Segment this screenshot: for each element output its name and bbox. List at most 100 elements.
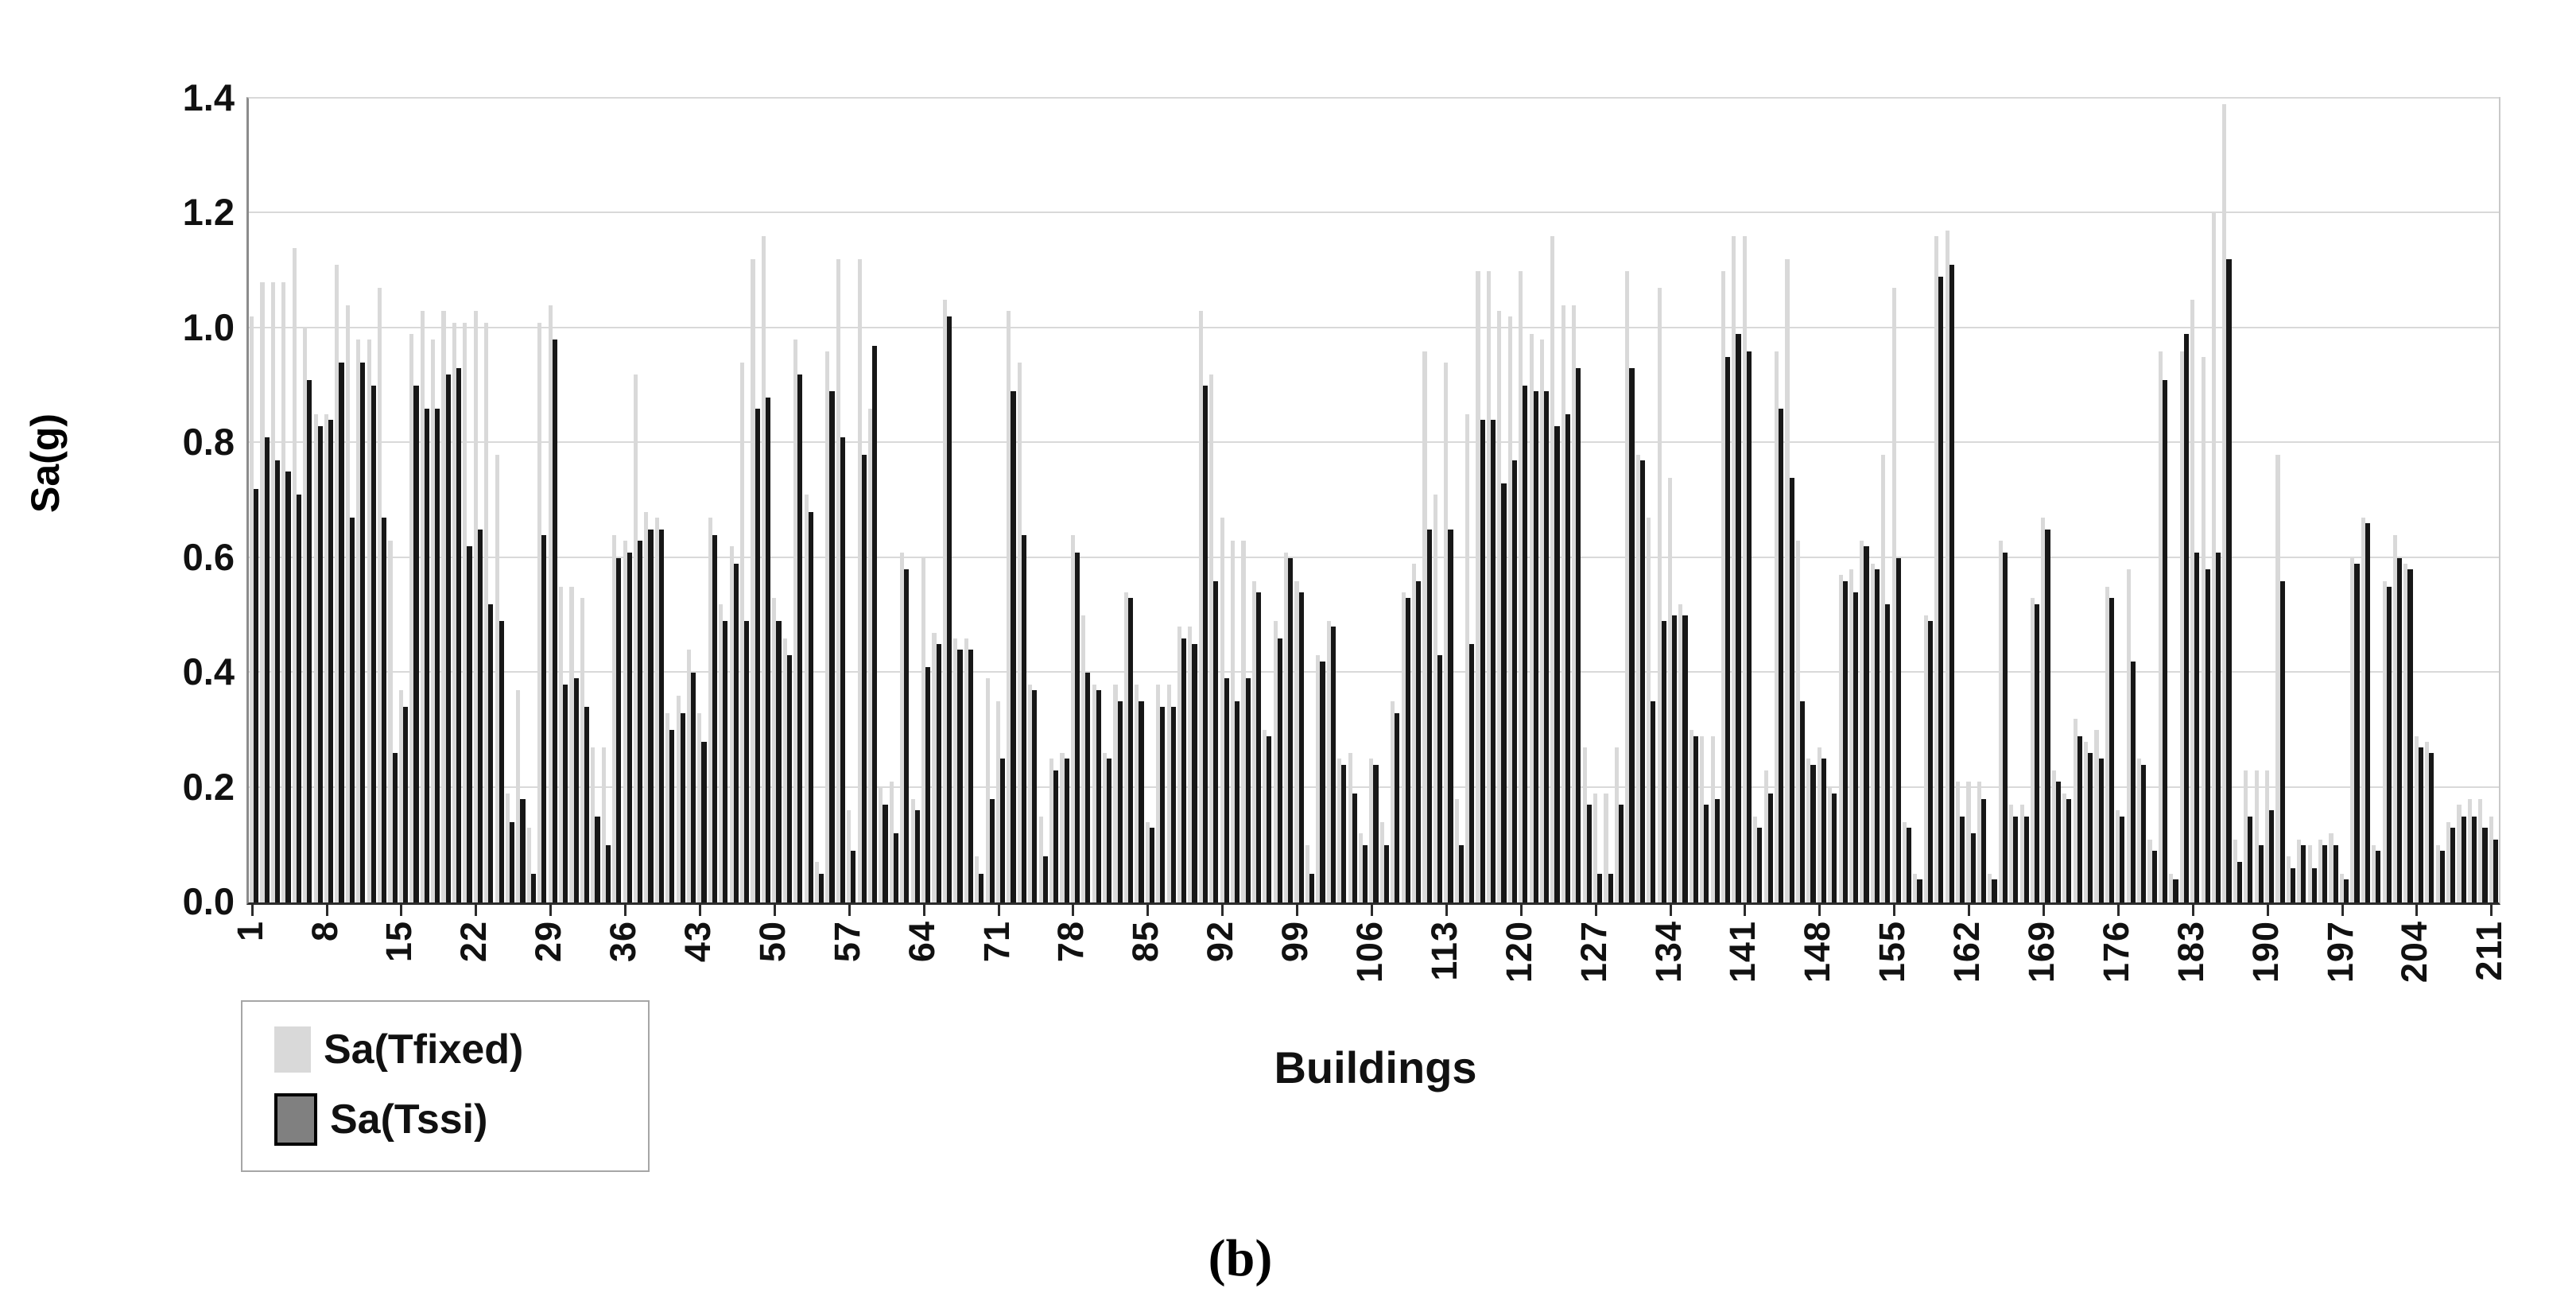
building-slot [1283,99,1294,902]
building-slot [2456,99,2466,902]
bar-sa-tfixed [665,712,670,902]
x-tick-mark [2341,903,2344,916]
bar-sa-tssi [1501,483,1507,902]
bar-sa-tfixed [1913,873,1918,902]
x-tick-label: 190 [2244,921,2286,984]
building-slot [483,99,494,902]
x-tick-label: 78 [1050,921,1092,963]
building-slot [942,99,952,902]
building-slot [675,99,685,902]
bar-sa-tfixed [1667,477,1672,902]
bar-sa-tssi [1000,759,1006,902]
building-slot [1262,99,1272,902]
bar-sa-tfixed [1647,518,1651,902]
building-slot [1368,99,1379,902]
building-slot [1240,99,1251,902]
bar-sa-tssi [1053,770,1059,902]
bar-sa-tfixed [1326,621,1331,902]
bar-sa-tssi [2258,844,2264,902]
bar-sa-tssi [552,340,557,902]
building-slot [1582,99,1593,902]
bar-sa-tfixed [260,282,265,902]
bar-sa-tfixed [367,340,371,902]
building-slot [558,99,568,902]
legend-entry-tfixed: Sa(Tfixed) [274,1026,648,1073]
x-tick-label: 22 [453,921,495,963]
bar-sa-tssi [1821,759,1826,902]
building-slot [1646,99,1656,902]
building-slot [302,99,312,902]
bar-sa-tfixed [889,782,894,902]
bar-sa-tfixed [1860,541,1864,902]
building-slot [771,99,782,902]
building-slot [1656,99,1666,902]
y-tick-label: 1.0 [182,305,235,348]
bar-sa-tfixed [654,518,659,902]
bar-sa-tfixed [1678,603,1683,902]
bar-sa-tssi [1767,793,1773,902]
bar-sa-tfixed [2467,799,2472,902]
building-slot [814,99,824,902]
building-slot [1166,99,1176,902]
bar-sa-tfixed [644,511,649,902]
building-slot [398,99,409,902]
building-slot [2392,99,2403,902]
building-slot [952,99,963,902]
building-slot [1401,99,1411,902]
bar-sa-tssi [957,650,963,902]
building-slot [1112,99,1123,902]
bar-sa-tssi [808,511,813,902]
bar-sa-tssi [1074,552,1080,902]
bar-sa-tssi [1170,707,1176,902]
bar-sa-tfixed [2435,844,2440,902]
bar-sa-tfixed [1007,311,1011,902]
bar-sa-tfixed [2116,810,2120,902]
building-slot [601,99,611,902]
bar-sa-tssi [1651,701,1656,902]
building-slot [899,99,910,902]
bar-sa-tssi [1874,569,1880,902]
building-slot [1017,99,1027,902]
bar-sa-tssi [1927,621,1934,902]
bar-sa-tssi [946,316,952,902]
building-slot [1539,99,1550,902]
building-slot [1080,99,1091,902]
building-slot [1806,99,1816,902]
bar-sa-tssi [1885,603,1891,902]
bar-sa-tssi [1288,557,1294,902]
bar-sa-tssi [285,471,291,902]
bar-sa-tfixed [1763,770,1768,902]
building-slot [2168,99,2178,902]
x-tick-label: 113 [1423,921,1465,981]
building-slot [494,99,504,902]
building-slot [1315,99,1325,902]
bar-sa-tssi [989,799,995,902]
bar-sa-tfixed [910,799,915,902]
bar-sa-tfixed [2265,770,2270,902]
building-slot [1624,99,1635,902]
bar-sa-tfixed [1956,782,1961,902]
bar-sa-tssi [904,569,910,902]
bar-sa-tssi [1139,701,1144,902]
bar-sa-tfixed [975,856,980,902]
building-slot [1358,99,1368,902]
building-slot [1965,99,1976,902]
building-slot [1774,99,1784,902]
building-slot [1721,99,1731,902]
x-tick-label: 50 [751,921,793,963]
bar-sa-tfixed [1305,844,1309,902]
bar-sa-tssi [893,833,899,902]
building-slot [708,99,718,902]
building-slot [1155,99,1166,902]
building-slot [2243,99,2253,902]
bar-sa-tssi [1011,391,1016,902]
bar-sa-tfixed [2073,718,2077,902]
building-slot [2296,99,2306,902]
bar-sa-tssi [1682,615,1688,902]
bar-sa-tfixed [1657,288,1662,902]
y-tick-label: 0.8 [182,421,235,464]
bar-sa-tfixed [676,696,681,902]
bar-sa-tfixed [1828,787,1833,902]
bar-sa-tfixed [782,638,787,902]
x-tick-label: 127 [1573,921,1614,984]
